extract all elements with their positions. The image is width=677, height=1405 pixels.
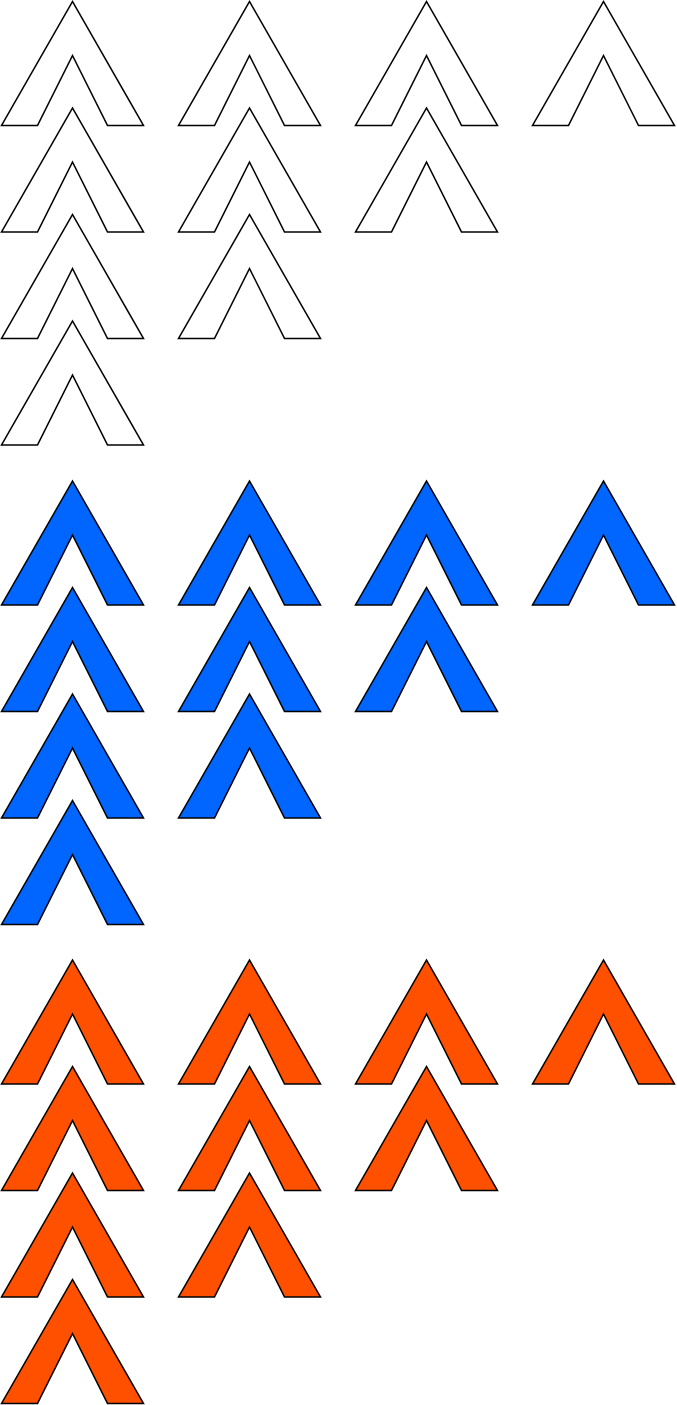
- chevron-up-icon: [177, 1171, 322, 1298]
- chevron-up-icon: [354, 106, 499, 233]
- chevron-up-icon: [0, 1064, 145, 1192]
- chevron-up-icon: [177, 958, 322, 1085]
- chevron-up-icon: [531, 958, 676, 1085]
- chevron-up-icon: [0, 1277, 145, 1405]
- chevron-up-icon: [0, 106, 145, 233]
- chevron-up-icon: [354, 1064, 499, 1192]
- chevron-up-icon: [531, 0, 676, 127]
- chevron-up-icon: [531, 479, 676, 606]
- chevron-up-icon: [0, 319, 145, 446]
- chevron-up-icon: [354, 585, 499, 713]
- chevron-up-icon: [177, 1064, 322, 1192]
- chevron-up-icon: [0, 212, 145, 340]
- chevron-up-icon: [177, 479, 322, 606]
- chevron-up-icon: [0, 1171, 145, 1298]
- chevron-up-icon: [0, 479, 145, 606]
- chevron-up-icon: [0, 798, 145, 926]
- blue-set-group: [0, 479, 676, 926]
- white-set-group: [0, 0, 676, 446]
- chevron-up-icon: [0, 0, 145, 127]
- chevron-up-icon: [354, 958, 499, 1085]
- chevron-up-icon: [354, 0, 499, 127]
- chevron-up-icon: [177, 106, 322, 233]
- chevron-up-icon: [0, 692, 145, 819]
- chevron-up-icon: [0, 585, 145, 713]
- chevron-up-icon: [0, 958, 145, 1085]
- chevron-up-icon: [177, 585, 322, 713]
- chevron-up-icon: [177, 0, 322, 127]
- chevron-up-icon: [177, 692, 322, 819]
- orange-set-group: [0, 958, 676, 1405]
- chevron-up-icon: [354, 479, 499, 606]
- chevron-up-icon: [177, 212, 322, 340]
